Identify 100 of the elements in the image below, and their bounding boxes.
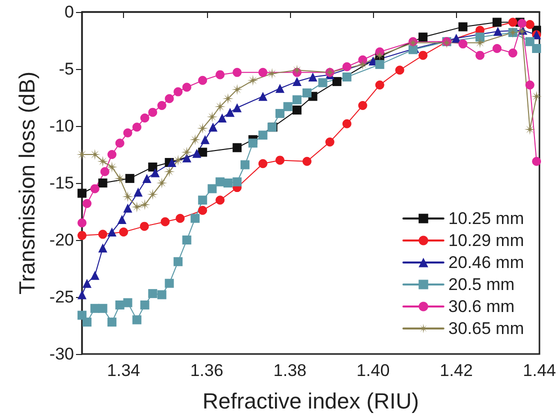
point (192, 148, 202, 158)
legend-label: 10.25 mm (448, 209, 524, 228)
point (100, 167, 110, 176)
point (302, 88, 312, 98)
point (90, 270, 100, 280)
point (395, 66, 404, 75)
point (115, 138, 124, 148)
point (226, 108, 235, 117)
point (160, 217, 170, 226)
point (302, 156, 312, 166)
point (123, 128, 132, 138)
point (142, 174, 152, 183)
point (98, 178, 108, 188)
point (98, 304, 108, 313)
point (148, 289, 158, 298)
y-tick-label: 0 (64, 2, 74, 22)
legend-label: 30.6 mm (448, 297, 515, 316)
point (164, 278, 174, 288)
point (107, 318, 116, 327)
point (198, 206, 208, 215)
point (240, 160, 250, 170)
x-tick-label: 1.38 (273, 361, 306, 380)
point (216, 177, 225, 186)
point (248, 138, 258, 148)
point (78, 230, 86, 240)
point (232, 177, 242, 186)
point (275, 108, 284, 118)
point (182, 153, 192, 162)
point (216, 70, 225, 80)
point (475, 32, 484, 42)
point (258, 130, 268, 140)
point (258, 92, 268, 101)
point (90, 184, 100, 194)
point (358, 100, 368, 110)
point (181, 146, 192, 158)
point (82, 318, 92, 327)
point (82, 278, 92, 288)
point (148, 108, 158, 117)
legend-label: 10.29 mm (448, 231, 524, 250)
y-tick-label: -5 (58, 60, 74, 78)
point (325, 137, 334, 146)
point (198, 148, 208, 157)
y-tick-label: -10 (49, 116, 74, 136)
point (198, 196, 208, 205)
point (375, 60, 384, 69)
point (308, 72, 318, 82)
point (332, 77, 342, 86)
point (82, 199, 92, 208)
point (218, 114, 227, 123)
legend-label: 20.5 mm (448, 275, 515, 294)
x-tick-label: 1.42 (440, 361, 473, 380)
x-tick-label: 1.40 (356, 361, 390, 380)
point (125, 174, 134, 183)
point (134, 188, 143, 197)
point (418, 50, 428, 60)
point (123, 204, 132, 213)
point (532, 156, 542, 166)
legend-label: 20.46 mm (448, 253, 524, 272)
point (190, 214, 200, 223)
point (208, 184, 217, 194)
x-tick-label: 1.36 (190, 361, 224, 380)
point (232, 103, 242, 112)
point (148, 162, 158, 172)
point (375, 80, 384, 90)
point (532, 44, 542, 53)
point (232, 68, 242, 77)
point (258, 68, 268, 77)
point (174, 87, 183, 96)
point (78, 310, 86, 320)
point (107, 228, 116, 237)
point (182, 236, 192, 244)
point (508, 48, 518, 58)
point (140, 114, 150, 123)
point (418, 32, 428, 42)
y-axis-title: Transmission loss (dB) (14, 72, 40, 294)
y-tick-label: -30 (49, 344, 74, 364)
point (342, 62, 352, 72)
point (275, 84, 284, 93)
point (283, 102, 292, 112)
point (164, 94, 174, 104)
point (140, 300, 150, 310)
point (78, 290, 86, 300)
point (167, 158, 176, 167)
point (198, 76, 208, 85)
point (216, 196, 225, 205)
point (176, 214, 185, 223)
point (292, 95, 302, 104)
point (132, 315, 142, 324)
point (98, 243, 108, 252)
point (508, 18, 518, 27)
point (119, 228, 128, 237)
point (174, 257, 183, 266)
point (492, 44, 502, 53)
point (493, 26, 502, 36)
point (157, 290, 166, 300)
point (78, 218, 86, 228)
point (292, 106, 302, 115)
legend-label: 30.65 mm (448, 319, 524, 338)
point (150, 168, 160, 178)
point (258, 159, 268, 168)
